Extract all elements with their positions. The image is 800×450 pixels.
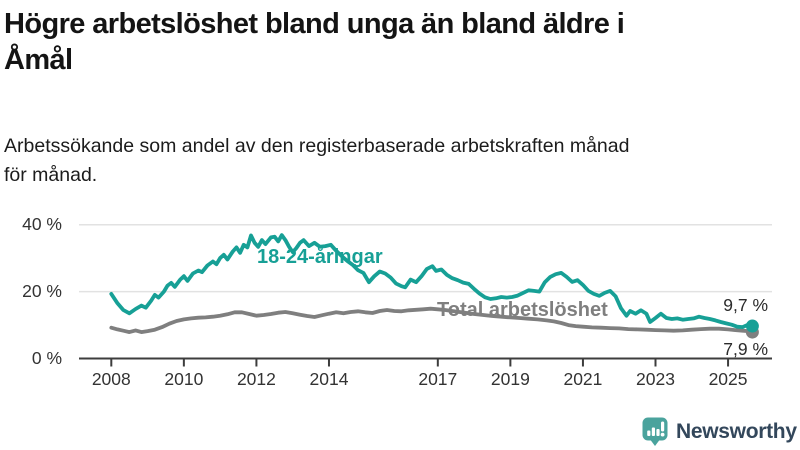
x-tick-label: 2008 bbox=[91, 369, 131, 389]
y-tick-label: 40 % bbox=[22, 214, 62, 235]
series-label-young: 18-24-åringar bbox=[257, 246, 383, 268]
x-tick-label: 2017 bbox=[418, 369, 458, 389]
x-tick-label: 2010 bbox=[164, 369, 204, 389]
page-title-line2: Åmål bbox=[4, 44, 73, 76]
series-label-total: Total arbetslöshet bbox=[437, 299, 608, 321]
x-tick-label: 2023 bbox=[636, 369, 675, 389]
chart-subtitle-line1: Arbetssökande som andel av den registerb… bbox=[4, 135, 630, 157]
chart-subtitle-line2: för månad. bbox=[4, 164, 98, 186]
end-value-label-young: 9,7 % bbox=[723, 295, 768, 315]
speech-bubble-bar-chart-icon bbox=[642, 417, 668, 446]
y-tick-label: 20 % bbox=[22, 281, 62, 302]
x-tick-label: 2021 bbox=[563, 369, 603, 389]
newsworthy-logo-text: Newsworthy bbox=[676, 419, 797, 443]
series-line-1 bbox=[109, 306, 755, 335]
y-tick-label: 0 % bbox=[31, 348, 62, 368]
chart-subtitle: Arbetssökande som andel av den registerb… bbox=[4, 132, 784, 190]
series-end-dot-0 bbox=[745, 319, 759, 333]
x-tick-label: 2025 bbox=[708, 369, 748, 389]
page-title: Högre arbetslöshet bland unga än bland ä… bbox=[4, 6, 784, 78]
newsworthy-logo: Newsworthy bbox=[641, 416, 797, 447]
x-tick-label: 2019 bbox=[490, 369, 530, 389]
series-line-0 bbox=[109, 233, 755, 330]
x-tick-label: 2014 bbox=[309, 369, 349, 389]
x-tick-label: 2012 bbox=[236, 369, 276, 389]
page-title-line1: Högre arbetslöshet bland unga än bland ä… bbox=[4, 8, 625, 40]
end-value-label-total: 7,9 % bbox=[723, 339, 768, 359]
